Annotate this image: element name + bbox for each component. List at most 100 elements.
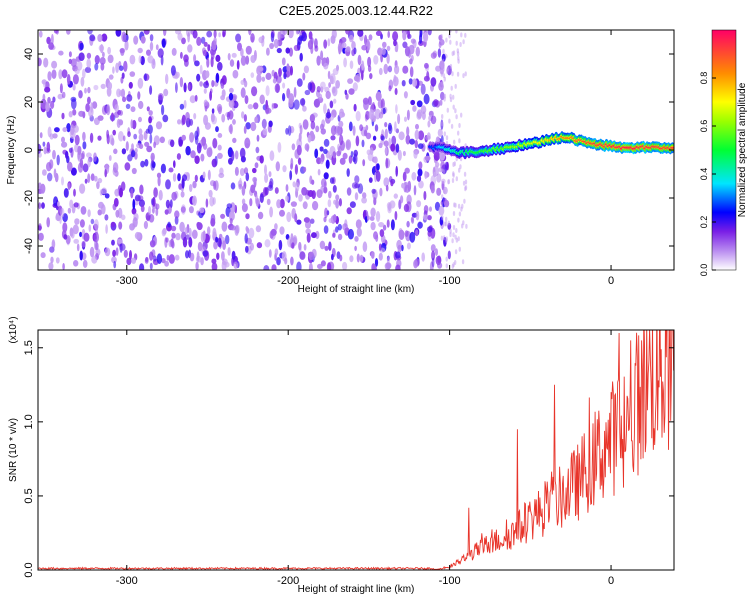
noise-cell <box>269 150 275 161</box>
noise-cell <box>241 198 246 205</box>
noise-cell <box>245 55 250 65</box>
noise-cell <box>162 114 169 123</box>
noise-cell <box>101 33 108 42</box>
noise-cell <box>245 245 249 253</box>
noise-cell <box>414 129 420 140</box>
noise-cell <box>409 58 413 65</box>
noise-cell <box>445 37 448 43</box>
noise-cell <box>456 71 460 77</box>
noise-cell <box>211 158 217 168</box>
noise-cell <box>368 34 373 41</box>
noise-cell <box>68 111 73 118</box>
noise-cell <box>337 233 343 241</box>
noise-cell <box>438 41 442 49</box>
noise-cell <box>256 242 263 249</box>
noise-cell <box>180 191 185 198</box>
noise-cell <box>234 150 239 160</box>
noise-cell <box>282 93 286 102</box>
noise-cell <box>52 133 58 139</box>
noise-cell <box>206 147 213 158</box>
noise-cell <box>230 225 237 231</box>
noise-cell <box>354 236 359 242</box>
noise-cell <box>245 226 249 232</box>
noise-cell <box>391 135 397 146</box>
noise-cell <box>113 148 118 155</box>
noise-cell <box>427 215 432 221</box>
noise-cell <box>348 88 355 95</box>
noise-cell <box>373 232 378 240</box>
noise-cell <box>440 201 443 207</box>
noise-cell <box>423 75 430 82</box>
noise-cell <box>213 180 217 190</box>
noise-cell <box>188 227 192 239</box>
noise-cell <box>209 196 215 207</box>
noise-cell <box>157 93 164 101</box>
noise-cell <box>261 76 266 82</box>
noise-cell <box>211 115 218 125</box>
noise-cell <box>339 254 343 262</box>
noise-cell <box>407 30 410 39</box>
noise-cell <box>458 123 461 128</box>
noise-cell <box>230 182 236 190</box>
noise-cell <box>202 230 206 241</box>
noise-cell <box>291 143 296 151</box>
noise-cell <box>415 210 420 221</box>
noise-cell <box>46 141 51 152</box>
noise-cell <box>416 200 422 208</box>
noise-cell <box>442 169 446 175</box>
noise-cell <box>459 164 462 170</box>
noise-cell <box>83 232 90 242</box>
noise-cell <box>183 99 187 109</box>
noise-cell <box>324 245 329 251</box>
noise-cell <box>402 65 409 74</box>
noise-cell <box>216 252 220 260</box>
noise-cell <box>244 233 248 244</box>
noise-cell <box>106 104 111 116</box>
noise-cell <box>445 263 448 269</box>
noise-cell <box>378 243 382 251</box>
noise-cell <box>408 78 413 85</box>
noise-cell <box>390 143 396 152</box>
noise-cell <box>101 105 108 115</box>
noise-cell <box>93 175 98 182</box>
noise-cell <box>388 137 392 149</box>
noise-cell <box>268 120 273 128</box>
noise-cell <box>295 30 299 35</box>
noise-cell <box>457 130 460 136</box>
noise-cell <box>268 249 272 258</box>
noise-cell <box>115 247 119 256</box>
noise-cell <box>174 254 180 261</box>
noise-cell <box>108 74 114 80</box>
noise-cell <box>279 30 286 39</box>
noise-cell <box>215 72 220 83</box>
noise-cell <box>402 150 406 157</box>
noise-cell <box>127 154 133 162</box>
noise-cell <box>279 226 285 235</box>
noise-cell <box>114 111 120 118</box>
noise-cell <box>348 34 354 43</box>
noise-cell <box>146 106 150 112</box>
noise-cell <box>328 218 334 224</box>
noise-cell <box>386 256 390 265</box>
noise-cell <box>418 161 423 170</box>
noise-cell <box>393 39 397 47</box>
noise-cell <box>245 45 252 55</box>
noise-cell <box>392 31 399 42</box>
noise-cell <box>427 120 431 128</box>
noise-cell <box>119 187 123 198</box>
colorbar: 0.0 0.2 0.4 0.6 0.8 Normalized spectral ampl… <box>699 29 748 276</box>
noise-cell <box>368 109 375 120</box>
noise-cell <box>172 173 177 182</box>
noise-cell <box>133 35 139 45</box>
noise-cell <box>109 134 114 145</box>
noise-cell <box>112 249 116 257</box>
noise-cell <box>236 60 240 70</box>
noise-cell <box>345 30 351 35</box>
noise-cell <box>254 162 259 169</box>
noise-cell <box>445 256 448 262</box>
noise-cell <box>464 71 467 77</box>
noise-cell <box>367 56 372 68</box>
noise-cell <box>115 30 122 37</box>
noise-cell <box>441 215 444 221</box>
noise-cell <box>72 83 76 91</box>
